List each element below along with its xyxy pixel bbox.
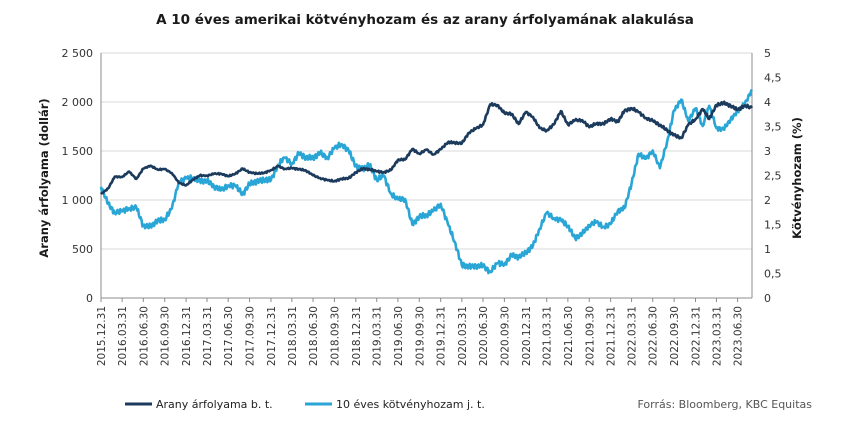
x-tick-label: 2016.12.31 [181,306,193,366]
x-axis-ticks: 2015.12.31 2016.03.31 2016.06.30 2016.09.30… [96,298,745,366]
x-tick-label: 2016.09.30 [160,306,172,366]
right-tick-label: 4,5 [764,72,782,85]
left-axis-ticks: 0 500 1 000 1 500 2 000 2 500 [62,47,94,305]
right-tick-label: 5 [764,47,771,60]
x-tick-label: 2019.09.30 [414,306,426,366]
gold-price-line [99,100,754,195]
x-tick-label: 2020.06.30 [478,306,490,366]
x-tick-label: 2021.12.31 [606,306,618,366]
left-tick-label: 1 500 [62,145,94,158]
x-tick-label: 2018.12.31 [351,306,363,366]
x-tick-label: 2017.12.31 [266,306,278,366]
right-tick-label: 3,5 [764,121,782,134]
x-tick-label: 2019.12.31 [436,306,448,366]
x-tick-label: 2018.03.31 [287,306,299,366]
right-tick-label: 1,5 [764,219,782,232]
gridlines [100,52,753,299]
x-tick-label: 2017.03.31 [202,306,214,366]
x-tick-label: 2020.03.31 [457,306,469,366]
x-tick-label: 2022.12.31 [691,306,703,366]
right-tick-label: 0 [764,292,771,305]
left-tick-label: 2 000 [62,96,94,109]
x-tick-label: 2021.03.31 [542,306,554,366]
x-tick-label: 2018.06.30 [308,306,320,366]
x-tick-label: 2023.03.31 [711,306,723,366]
x-tick-label: 2021.06.30 [563,306,575,366]
right-tick-label: 3 [764,145,771,158]
x-tick-label: 2017.09.30 [245,306,257,366]
x-tick-label: 2019.06.30 [393,306,405,366]
chart-title: A 10 éves amerikai kötvényhozam és az ar… [156,12,694,28]
left-tick-label: 1 000 [62,194,94,207]
right-tick-label: 0,5 [764,268,782,281]
right-tick-label: 2 [764,194,771,207]
left-tick-label: 500 [72,243,93,256]
right-tick-label: 4 [764,96,771,109]
source-note: Forrás: Bloomberg, KBC Equitas [637,398,812,411]
x-tick-label: 2016.03.31 [117,306,129,366]
left-tick-label: 2 500 [62,47,94,60]
x-tick-label: 2017.06.30 [223,306,235,366]
x-tick-label: 2023.06.30 [733,306,745,366]
x-tick-label: 2022.06.30 [648,306,660,366]
legend: Arany árfolyama b. t. 10 éves kötvényhoz… [125,398,485,411]
x-tick-label: 2020.12.31 [521,306,533,366]
left-tick-label: 0 [86,292,93,305]
right-tick-label: 2,5 [764,170,782,183]
x-tick-label: 2015.12.31 [96,306,108,366]
x-tick-label: 2018.09.30 [329,306,341,366]
right-tick-label: 1 [764,243,771,256]
x-tick-label: 2016.06.30 [138,306,150,366]
right-axis-label: Kötvényhozam (%) [790,117,804,239]
right-axis-ticks: 0 0,5 1 1,5 2 2,5 3 3,5 4 4,5 5 [764,47,782,305]
legend-label-yield: 10 éves kötvényhozam j. t. [336,398,485,411]
x-tick-label: 2020.09.30 [499,306,511,366]
series-lines [99,88,754,275]
x-tick-label: 2022.03.31 [627,306,639,366]
left-axis-label: Arany árfolyama (dollár) [37,98,51,257]
legend-label-gold: Arany árfolyama b. t. [156,398,273,411]
x-tick-label: 2019.03.31 [372,306,384,366]
x-tick-label: 2021.09.30 [584,306,596,366]
bond-yield-line [99,88,753,275]
x-tick-label: 2022.09.30 [669,306,681,366]
